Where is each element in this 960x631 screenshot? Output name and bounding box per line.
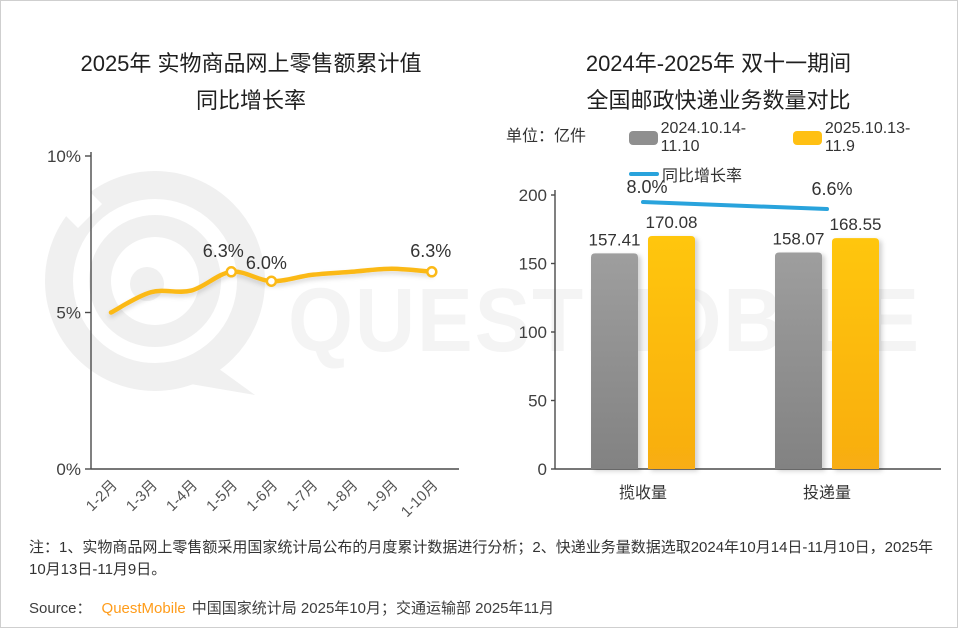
svg-text:1-4月: 1-4月 [163,477,201,515]
svg-text:100: 100 [519,323,547,342]
svg-text:1-8月: 1-8月 [323,477,361,515]
svg-text:0: 0 [538,460,547,479]
source-rest: 中国国家统计局 2025年10月；交通运输部 2025年11月 [191,600,555,617]
svg-text:6.6%: 6.6% [811,179,852,199]
svg-text:10%: 10% [47,147,81,166]
bar-chart-legend: 2024.10.14-11.10 2025.10.13-11.9 同比增长率 [629,120,949,192]
legend-swatch-2024 [629,131,658,145]
svg-text:157.41: 157.41 [589,230,641,249]
legend-item-2025: 2025.10.13-11.9 [793,120,935,156]
svg-text:6.3%: 6.3% [410,241,451,261]
left-chart-title: 2025年 实物商品网上零售额累计值 同比增长率 [31,45,471,119]
legend-label-growth: 同比增长率 [662,168,743,185]
bar-chart: 0 50 100 150 200 揽收量 157.41 170.08 投递量 158.07 168.… [519,177,941,502]
svg-text:158.07: 158.07 [773,229,825,248]
svg-text:投递量: 投递量 [803,484,851,502]
growth-line-swatch [629,172,659,176]
svg-text:揽收量: 揽收量 [619,484,667,502]
legend-item-2024: 2024.10.14-11.10 [629,120,779,156]
right-chart-title-line2: 全国邮政快递业务数量对比 [586,88,851,113]
svg-text:168.55: 168.55 [830,215,882,234]
source-brand: QuestMobile [101,600,186,617]
svg-text:1-9月: 1-9月 [364,477,402,515]
svg-text:1-3月: 1-3月 [123,477,161,515]
source-prefix: Source： [29,600,92,617]
svg-text:1-10月: 1-10月 [398,477,442,521]
svg-text:8.0%: 8.0% [626,177,667,197]
svg-text:1-5月: 1-5月 [203,477,241,515]
line-chart: 0% 5% 10% 1-2月 1-3月 1-4月 1-5月 1-6月 1-7月 1-8月 1-9月1… [47,147,459,521]
svg-text:0%: 0% [56,460,81,479]
left-chart-title-line1: 2025年 实物商品网上零售额累计值 [80,51,422,76]
svg-text:5%: 5% [56,304,81,323]
right-chart-title-line1: 2024年-2025年 双十一期间 [585,51,852,76]
right-chart-title: 2024年-2025年 双十一期间 全国邮政快递业务数量对比 [491,45,946,119]
legend-swatch-2025 [793,131,822,145]
unit-label: 单位：亿件 [506,128,587,145]
legend-item-growth: 同比增长率 [629,162,742,186]
svg-text:50: 50 [528,392,547,411]
left-chart-title-line2: 同比增长率 [195,88,306,113]
svg-text:6.3%: 6.3% [203,241,244,261]
svg-text:1-7月: 1-7月 [283,477,321,515]
legend-label-2024: 2024.10.14-11.10 [660,120,747,155]
svg-text:150: 150 [519,255,547,274]
svg-text:170.08: 170.08 [646,213,698,232]
legend-label-2025: 2025.10.13-11.9 [824,120,911,155]
source-line: Source： QuestMobile 中国国家统计局 2025年10月；交通运输部… [29,597,554,618]
svg-text:1-6月: 1-6月 [243,477,281,515]
svg-text:1-2月: 1-2月 [83,477,121,515]
svg-text:6.0%: 6.0% [246,253,287,273]
svg-text:200: 200 [519,186,547,205]
footnote: 注：1、实物商品网上零售额采用国家统计局公布的月度累计数据进行分析；2、快递业务… [29,539,934,578]
